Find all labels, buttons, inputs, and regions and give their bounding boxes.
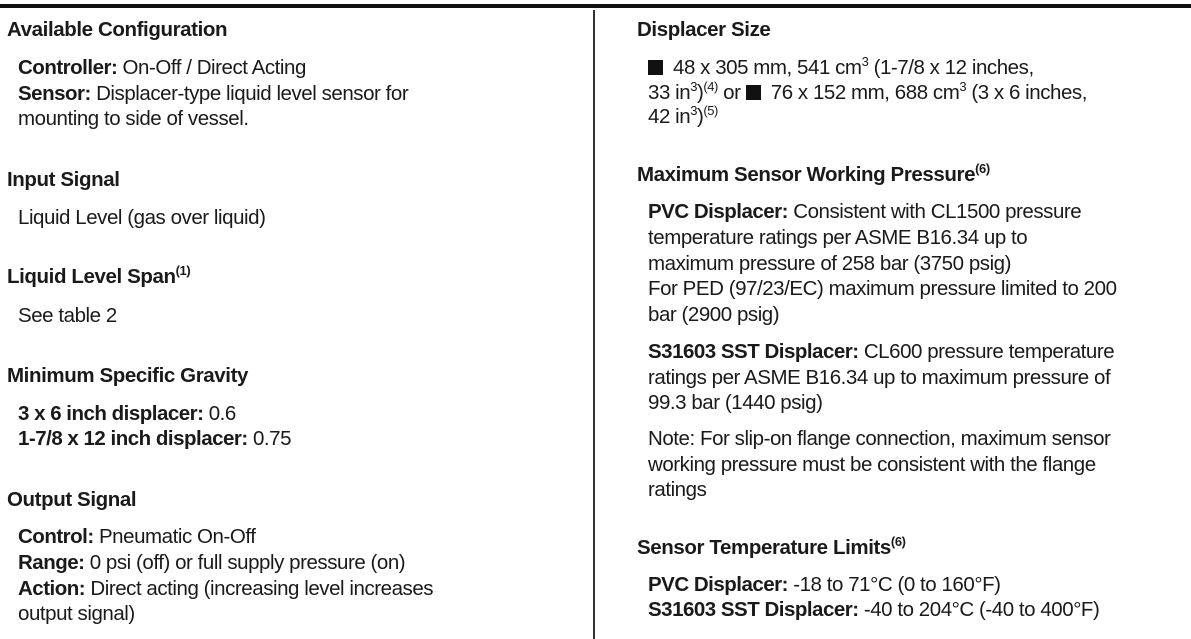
pvc-temperature-line: PVC Displacer: -18 to 71°C (0 to 160°F) xyxy=(648,573,1001,596)
top-rule xyxy=(0,4,1191,8)
footnote-ref: (1) xyxy=(175,263,191,278)
liquid-level-span-text: See table 2 xyxy=(18,304,117,327)
gravity-1-7-8x12: 1-7/8 x 12 inch displacer: 0.75 xyxy=(18,427,292,450)
input-signal-text: Liquid Level (gas over liquid) xyxy=(18,206,266,229)
heading-max-sensor-pressure: Maximum Sensor Working Pressure(6) xyxy=(637,161,990,186)
sensor-line-2: mounting to side of vessel. xyxy=(18,107,249,130)
sst-pressure-line-3: 99.3 bar (1440 psig) xyxy=(648,391,823,414)
column-divider xyxy=(593,10,595,639)
pvc-pressure-line-1: PVC Displacer: Consistent with CL1500 pr… xyxy=(648,200,1082,223)
ped-pressure-line-2: bar (2900 psig) xyxy=(648,303,780,326)
displacer-size-line-2: 33 in3)(4) or 76 x 152 mm, 688 cm3 (3 x … xyxy=(648,79,1087,104)
heading-available-configuration: Available Configuration xyxy=(7,18,228,41)
action-line: Action: Direct acting (increasing level … xyxy=(18,577,434,600)
controller-line: Controller: On-Off / Direct Acting xyxy=(18,56,306,79)
gravity-3x6: 3 x 6 inch displacer: 0.6 xyxy=(18,402,236,425)
heading-output-signal: Output Signal xyxy=(7,488,137,511)
checkbox-square-icon xyxy=(745,85,761,100)
sst-pressure-line-1: S31603 SST Displacer: CL600 pressure tem… xyxy=(648,340,1115,363)
heading-input-signal: Input Signal xyxy=(7,168,120,191)
control-line: Control: Pneumatic On-Off xyxy=(18,525,256,548)
checkbox-square-icon xyxy=(648,60,663,75)
sst-temperature-line: S31603 SST Displacer: -40 to 204°C (-40 … xyxy=(648,598,1100,621)
ped-pressure-line-1: For PED (97/23/EC) maximum pressure limi… xyxy=(648,277,1117,300)
displacer-size-line-1: 48 x 305 mm, 541 cm3 (1-7/8 x 12 inches, xyxy=(648,55,1034,81)
note-line-2: working pressure must be consistent with… xyxy=(648,453,1096,476)
heading-liquid-level-span: Liquid Level Span(1) xyxy=(7,263,191,288)
heading-displacer-size: Displacer Size xyxy=(637,18,771,41)
heading-minimum-specific-gravity: Minimum Specific Gravity xyxy=(7,364,249,387)
action-line-2: output signal) xyxy=(18,602,135,625)
displacer-size-line-3: 42 in3)(5) xyxy=(648,103,718,128)
note-line-3: ratings xyxy=(648,478,707,501)
sensor-line: Sensor: Displacer-type liquid level sens… xyxy=(18,82,409,105)
pvc-pressure-line-2: temperature ratings per ASME B16.34 up t… xyxy=(648,226,1028,249)
range-line: Range: 0 psi (off) or full supply pressu… xyxy=(18,551,406,574)
sst-pressure-line-2: ratings per ASME B16.34 up to maximum pr… xyxy=(648,366,1111,389)
heading-sensor-temperature-limits: Sensor Temperature Limits(6) xyxy=(637,534,906,559)
pvc-pressure-line-3: maximum pressure of 258 bar (3750 psig) xyxy=(648,252,1012,275)
note-line-1: Note: For slip-on flange connection, max… xyxy=(648,427,1111,450)
